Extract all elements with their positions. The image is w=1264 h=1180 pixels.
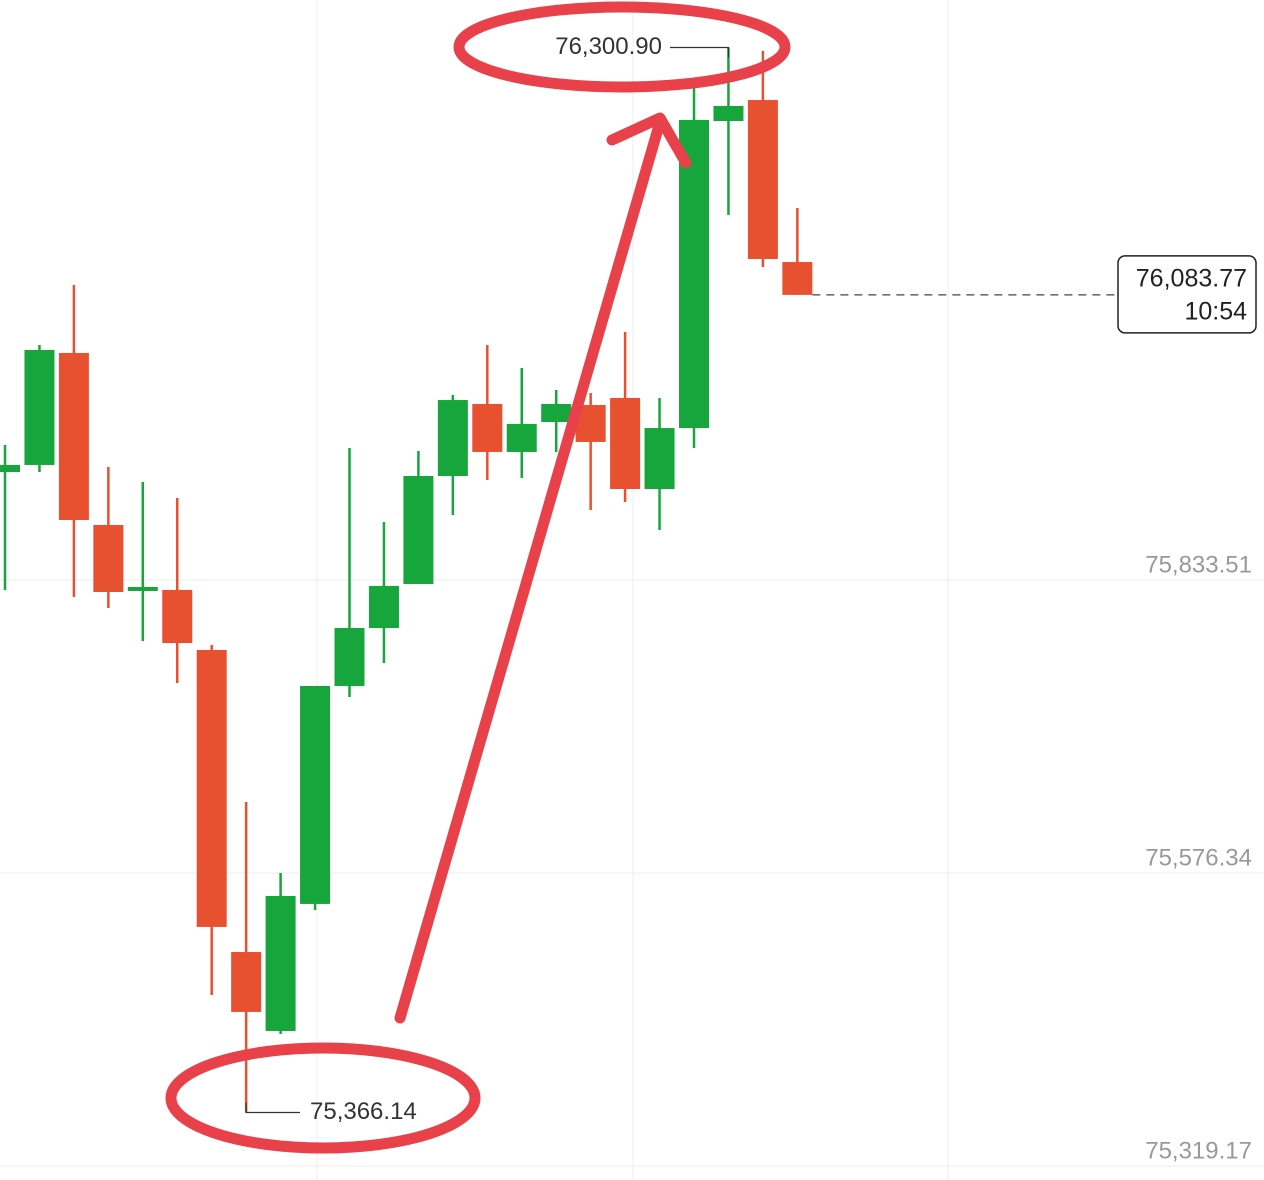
candle-body <box>368 585 399 628</box>
last-price-box <box>1117 255 1257 334</box>
candle-body <box>58 352 89 520</box>
last-price-label: 76,083.77 <box>1136 265 1247 293</box>
candle-body <box>747 100 778 259</box>
candle-body <box>24 350 55 465</box>
candle-body <box>541 404 572 423</box>
y-tick-label: 75,576.34 <box>1145 844 1252 871</box>
last-time-label: 10:54 <box>1184 298 1247 326</box>
markup-overlay <box>165 1 791 1154</box>
candle-body <box>334 627 365 686</box>
candle-body <box>127 586 158 591</box>
high-label: 76,300.90 <box>555 33 662 60</box>
low-leader <box>245 1102 300 1114</box>
candle-body <box>713 105 744 121</box>
y-tick-label: 75,319.17 <box>1145 1137 1252 1164</box>
candle-body <box>196 649 227 927</box>
low-label: 75,366.14 <box>310 1098 417 1125</box>
candle-body <box>265 895 296 1031</box>
candle-body <box>403 476 434 585</box>
y-tick-label: 75,833.51 <box>1145 551 1252 578</box>
high-leader <box>670 46 730 58</box>
candle-body <box>506 423 537 452</box>
candle-body <box>610 397 641 489</box>
time-grid <box>316 0 949 1180</box>
candle-body <box>437 400 468 477</box>
highlight-ellipse <box>453 1 791 93</box>
candle-body <box>782 262 813 295</box>
candle-body <box>231 952 262 1012</box>
highlight-ellipse <box>165 1042 481 1154</box>
candle-body <box>300 685 331 904</box>
candle-body <box>472 404 503 452</box>
arrow-shaft <box>394 116 666 1024</box>
arrow-head <box>606 112 692 169</box>
candle-body <box>0 464 20 473</box>
candle-body <box>679 119 709 429</box>
candle-body <box>93 525 124 592</box>
candle-body <box>162 589 193 644</box>
candle-body <box>644 428 675 489</box>
